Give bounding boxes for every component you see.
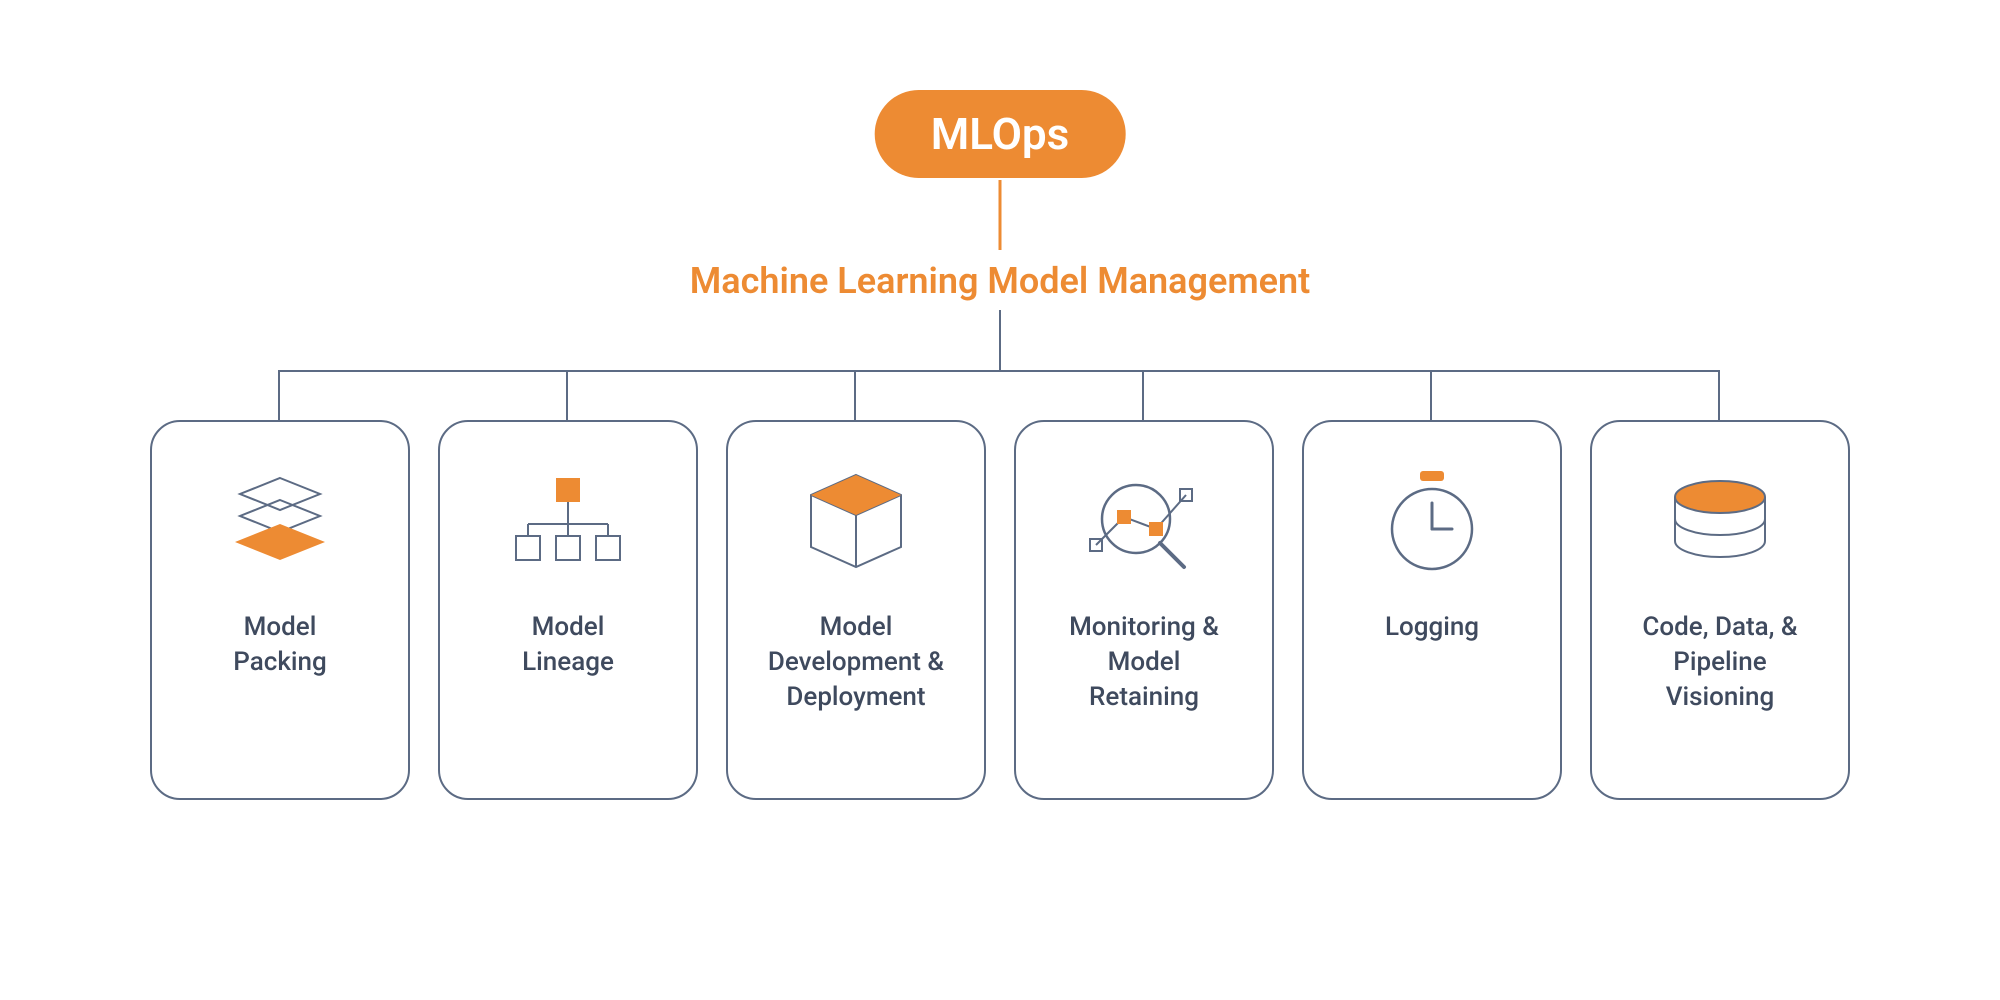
card-label: Code, Data, &PipelineVisioning [1624, 610, 1815, 715]
database-icon-wrap [1660, 462, 1780, 582]
vertical-stub [566, 370, 568, 420]
card-label: Monitoring &ModelRetaining [1051, 610, 1237, 715]
magnifier-icon-wrap [1084, 462, 1204, 582]
card-label: ModelLineage [504, 610, 632, 680]
vertical-stub [278, 370, 280, 420]
card-label: ModelPacking [215, 610, 344, 680]
layers-icon-wrap [220, 462, 340, 582]
horizontal-bar [279, 370, 1719, 372]
stopwatch-icon-wrap [1372, 462, 1492, 582]
vertical-stub [1718, 370, 1720, 420]
stopwatch-icon [1382, 467, 1482, 577]
card-label: ModelDevelopment &Deployment [750, 610, 962, 715]
magnifier-icon [1084, 467, 1204, 577]
card-monitoring-retaining: Monitoring &ModelRetaining [1014, 420, 1274, 800]
card-model-packing: ModelPacking [150, 420, 410, 800]
root-badge: MLOps [875, 90, 1126, 178]
card-code-data-pipeline: Code, Data, &PipelineVisioning [1590, 420, 1850, 800]
lineage-icon-wrap [508, 462, 628, 582]
database-icon [1665, 477, 1775, 567]
card-logging: Logging [1302, 420, 1562, 800]
vertical-stub [1142, 370, 1144, 420]
cards-row: ModelPacking ModelLineage ModelDevelopme… [0, 420, 2000, 800]
card-label: Logging [1367, 610, 1497, 645]
cube-icon-wrap [796, 462, 916, 582]
lineage-icon [508, 472, 628, 572]
subtitle: Machine Learning Model Management [690, 260, 1310, 302]
connector-root-to-subtitle [999, 180, 1002, 250]
vertical-stub [854, 370, 856, 420]
cube-icon [801, 467, 911, 577]
vertical-stub [1430, 370, 1432, 420]
layers-icon [225, 472, 335, 572]
card-model-dev-deploy: ModelDevelopment &Deployment [726, 420, 986, 800]
connector-subtitle-to-bar [999, 310, 1001, 370]
card-model-lineage: ModelLineage [438, 420, 698, 800]
